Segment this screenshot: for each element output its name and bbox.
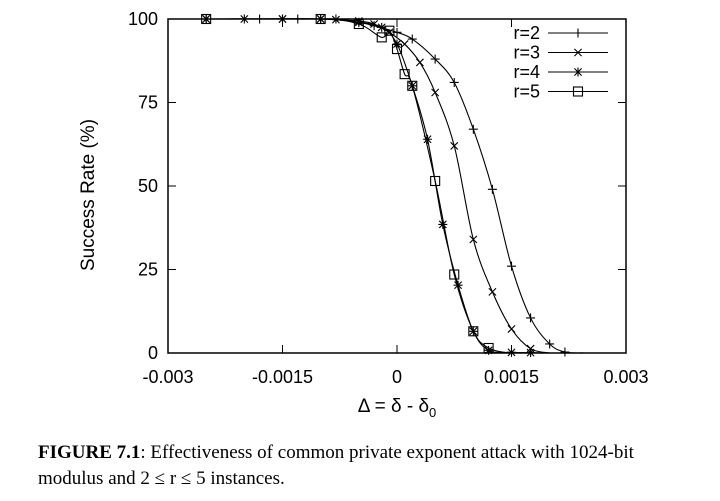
legend-label-r3: r=3 [513, 43, 540, 63]
point-r2 [369, 21, 379, 31]
point-r5 [391, 44, 403, 55]
y-tick-label: 50 [138, 176, 158, 196]
point-r2 [487, 184, 497, 194]
y-tick-label: 75 [138, 93, 158, 113]
figure-caption-text: : Effectiveness of common private expone… [38, 442, 634, 489]
point-r5 [384, 25, 395, 36]
point-r2 [407, 34, 417, 44]
point-r5 [468, 326, 479, 337]
figure-caption-label: FIGURE 7.1 [38, 442, 141, 463]
point-r5 [407, 80, 418, 91]
x-axis-title-main: Δ = δ - δ [358, 396, 429, 417]
axis-ticks [167, 18, 627, 354]
point-r2 [430, 54, 440, 64]
legend: r=2r=3r=4r=5 [513, 23, 608, 102]
series-line-r5 [167, 18, 508, 354]
point-r3 [488, 287, 497, 296]
point-r5 [430, 175, 441, 187]
legend-label-r2: r=2 [513, 23, 540, 43]
x-tick-label: -0.003 [142, 367, 193, 387]
point-r3 [431, 88, 440, 97]
point-r3 [507, 324, 516, 333]
legend-label-r5: r=5 [513, 82, 540, 102]
point-r4 [438, 219, 448, 229]
point-r4 [468, 326, 478, 336]
point-r3 [469, 235, 478, 244]
point-r4 [377, 22, 387, 32]
plot-frame [167, 18, 627, 354]
point-r3 [450, 141, 459, 150]
point-r2 [526, 313, 536, 323]
x-tick-label: 0.003 [603, 367, 648, 387]
y-tick-label: 25 [138, 260, 158, 280]
point-r2 [449, 77, 459, 87]
legend-label-r4: r=4 [513, 62, 540, 82]
legend-marker-r4 [573, 67, 583, 77]
point-r5 [449, 269, 460, 280]
x-tick-label: 0 [392, 367, 402, 387]
tick-labels: 0 25 50 75 100 -0.003 -0.0015 0 0.0015 0.003 [128, 9, 649, 387]
point-r2 [560, 347, 570, 357]
point-r4 [407, 81, 417, 91]
legend-marker-r5 [572, 86, 584, 97]
point-r3 [415, 58, 424, 67]
point-r5 [399, 69, 410, 80]
point-r2 [468, 124, 478, 134]
legend-marker-r3 [574, 48, 582, 57]
x-axis-title: Δ = δ - δ0 [358, 396, 437, 420]
y-tick-label: 0 [148, 343, 158, 363]
point-r4 [423, 134, 433, 144]
legend-marker-r2 [573, 28, 583, 38]
point-r2 [507, 261, 516, 271]
point-r3 [400, 40, 409, 49]
x-axis-title-subscript: 0 [429, 405, 436, 420]
point-r4 [484, 345, 494, 355]
point-r3 [370, 20, 379, 28]
point-r4 [354, 17, 364, 27]
x-tick-label: 0.0015 [484, 367, 539, 387]
point-r4 [453, 280, 463, 290]
y-axis-title: Success Rate (%) [78, 119, 99, 271]
x-tick-label: -0.0015 [252, 367, 313, 387]
figure-caption: FIGURE 7.1: Effectiveness of common priv… [38, 440, 698, 492]
y-tick-label: 100 [128, 9, 158, 29]
point-r2 [545, 339, 555, 349]
success-rate-chart: r=2r=3r=4r=5 0 25 50 75 100 -0.003 -0.0015 0 0.0… [78, 9, 649, 420]
point-r5 [376, 32, 387, 43]
